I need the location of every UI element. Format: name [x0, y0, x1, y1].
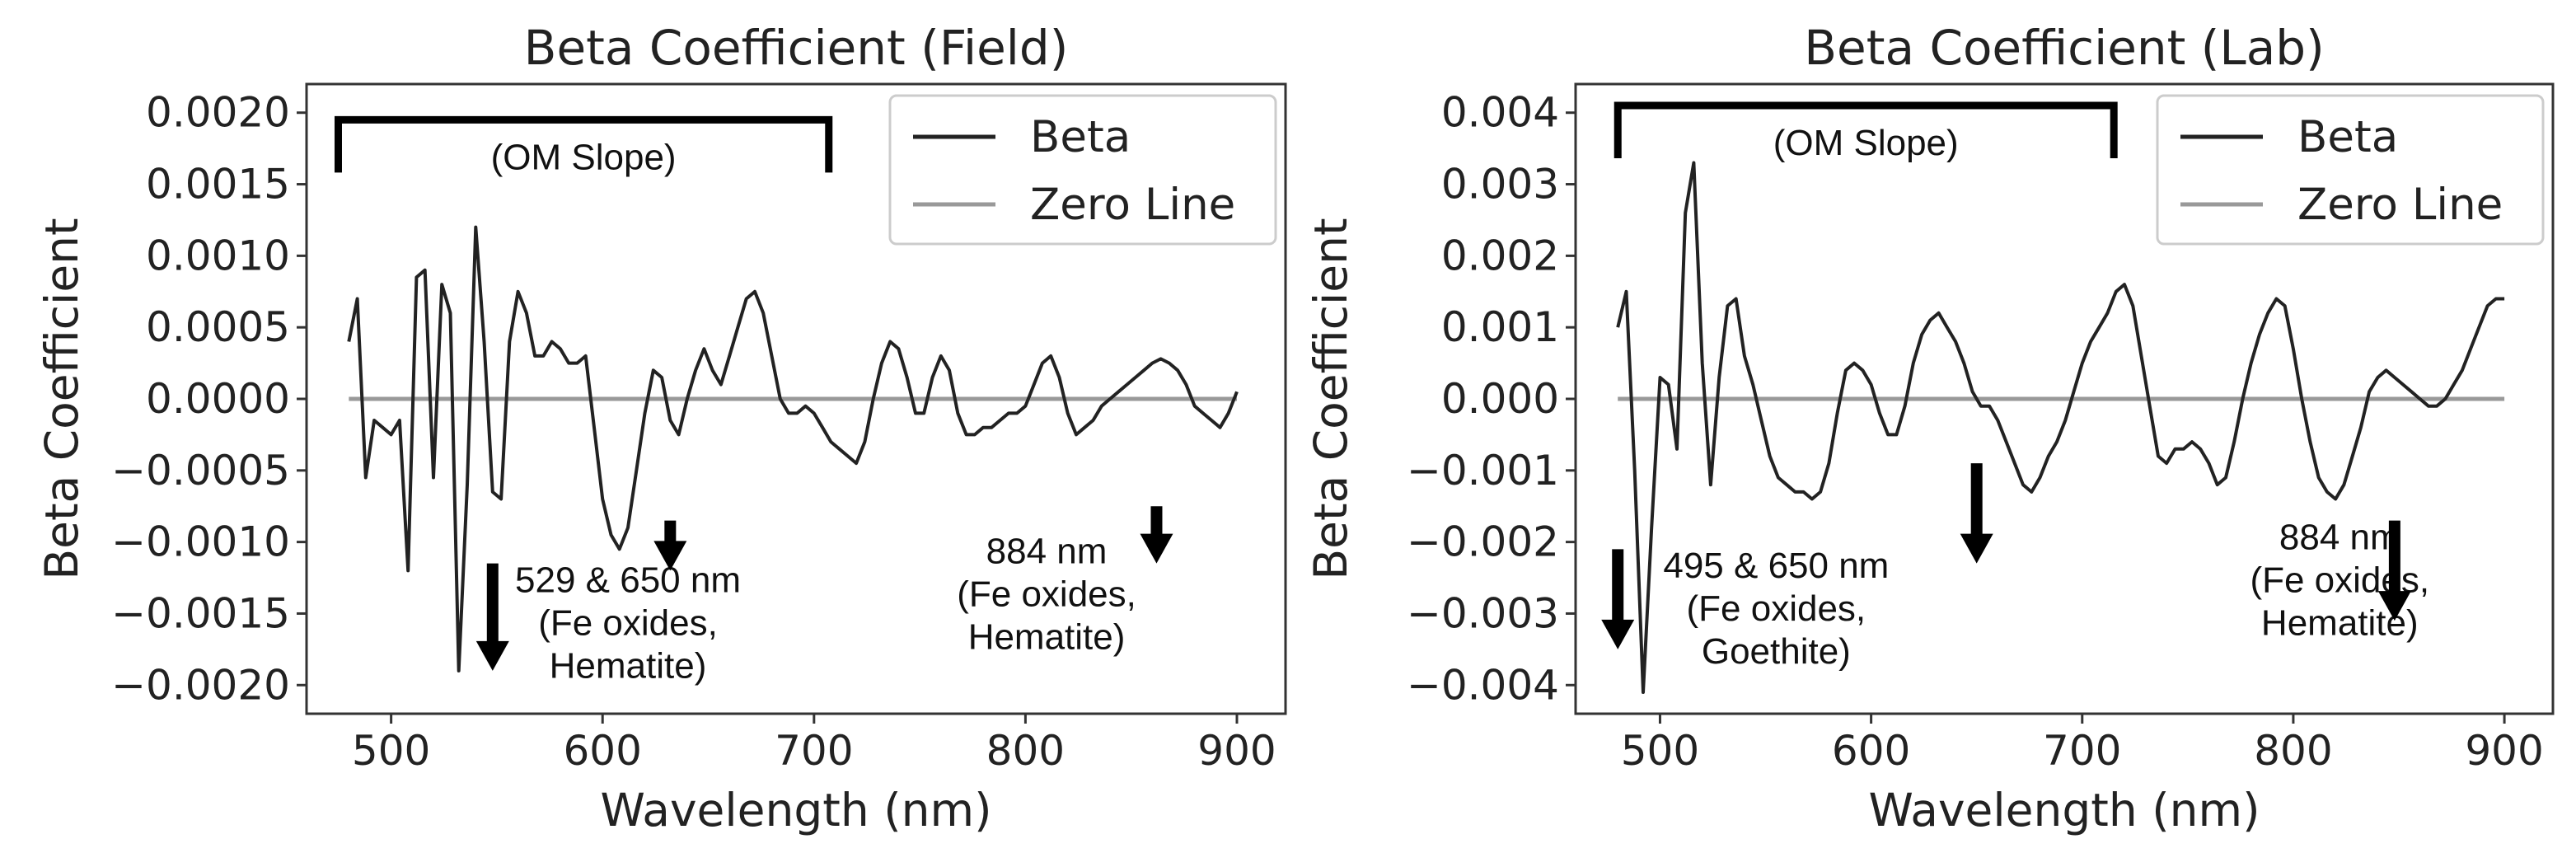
- chart-title: Beta Coefficient (Field): [524, 20, 1069, 76]
- x-tick-label: 800: [986, 727, 1065, 775]
- legend-box: [2156, 94, 2545, 246]
- y-tick-label: −0.0020: [111, 661, 290, 709]
- x-tick-label: 900: [1197, 727, 1276, 775]
- legend-label: Zero Line: [1030, 180, 1235, 230]
- annotation-line: 495 & 650 nm: [1663, 546, 1889, 586]
- y-tick-label: −0.0015: [111, 589, 290, 637]
- x-tick-label: 700: [775, 727, 853, 775]
- down-arrow-2-head: [1960, 533, 1993, 564]
- y-axis-label: Beta Coefficient: [35, 218, 88, 579]
- y-tick-label: 0.001: [1441, 303, 1559, 351]
- x-axis-label: Wavelength (nm): [1868, 784, 2260, 837]
- x-tick-label: 600: [564, 727, 642, 775]
- annotation-line: Goethite): [1702, 631, 1851, 672]
- chart-title: Beta Coefficient (Lab): [1804, 20, 2325, 76]
- x-tick-label: 700: [2043, 727, 2121, 775]
- om-slope-label: (OM Slope): [1773, 123, 1959, 163]
- annotation-line: (Fe oxides,: [1687, 588, 1866, 629]
- y-axis-label: Beta Coefficient: [1304, 218, 1357, 579]
- x-tick-label: 500: [1621, 727, 1699, 775]
- annotation-line: 529 & 650 nm: [515, 560, 741, 600]
- x-axis-label: Wavelength (nm): [600, 784, 991, 837]
- beta-series-line: [1616, 161, 2505, 694]
- y-tick-label: −0.004: [1407, 661, 1559, 709]
- y-tick-label: 0.003: [1441, 161, 1559, 209]
- x-tick-label: 600: [1832, 727, 1910, 775]
- y-tick-label: −0.0010: [111, 518, 290, 566]
- legend-box: [888, 94, 1277, 246]
- annotation-line: Hematite): [550, 645, 707, 686]
- annotation-line: Hematite): [968, 617, 1126, 658]
- y-tick-label: 0.0020: [146, 89, 290, 137]
- y-tick-label: 0.0005: [146, 303, 290, 351]
- down-arrow-1-head: [475, 640, 509, 671]
- om-slope-bracket: [1614, 101, 2118, 159]
- y-tick-label: 0.0000: [146, 375, 290, 423]
- legend-label: Zero Line: [2297, 180, 2503, 230]
- y-tick-label: 0.000: [1441, 375, 1559, 423]
- chart-panel-2: Beta Coefficient (Lab) 0.004 0.003 0.002 0.0…: [1304, 20, 2555, 837]
- om-slope-bracket: [334, 115, 833, 173]
- x-tick-label: 900: [2465, 727, 2543, 775]
- y-tick-label: −0.0005: [111, 447, 290, 494]
- down-arrow-1-head: [1601, 619, 1635, 649]
- annotation-line: 884 nm: [986, 532, 1108, 572]
- x-tick-label: 800: [2254, 727, 2332, 775]
- y-tick-label: 0.002: [1441, 232, 1559, 279]
- y-tick-label: 0.0010: [146, 232, 290, 279]
- annotation-line: 884 nm: [2279, 517, 2400, 557]
- legend-label: Beta: [2297, 112, 2398, 162]
- down-arrow-2-head: [653, 541, 687, 571]
- annotation-line: (Fe oxides,: [538, 602, 718, 643]
- y-tick-label: 0.004: [1441, 89, 1559, 137]
- y-tick-label: −0.001: [1407, 447, 1559, 494]
- legend-label: Beta: [1030, 112, 1131, 162]
- y-tick-label: −0.002: [1407, 518, 1559, 566]
- x-tick-label: 500: [352, 727, 430, 775]
- y-tick-label: −0.003: [1407, 589, 1559, 637]
- annotation-line: (Fe oxides,: [957, 574, 1136, 615]
- down-arrow-3-head: [2377, 591, 2411, 621]
- om-slope-label: (OM Slope): [491, 137, 677, 177]
- beta-series-line: [347, 225, 1239, 673]
- chart-panel-1: Beta Coefficient (Field) 0.0020 0.0015 0.00…: [35, 20, 1287, 837]
- y-tick-label: 0.0015: [146, 161, 290, 209]
- down-arrow-3-head: [1140, 533, 1173, 564]
